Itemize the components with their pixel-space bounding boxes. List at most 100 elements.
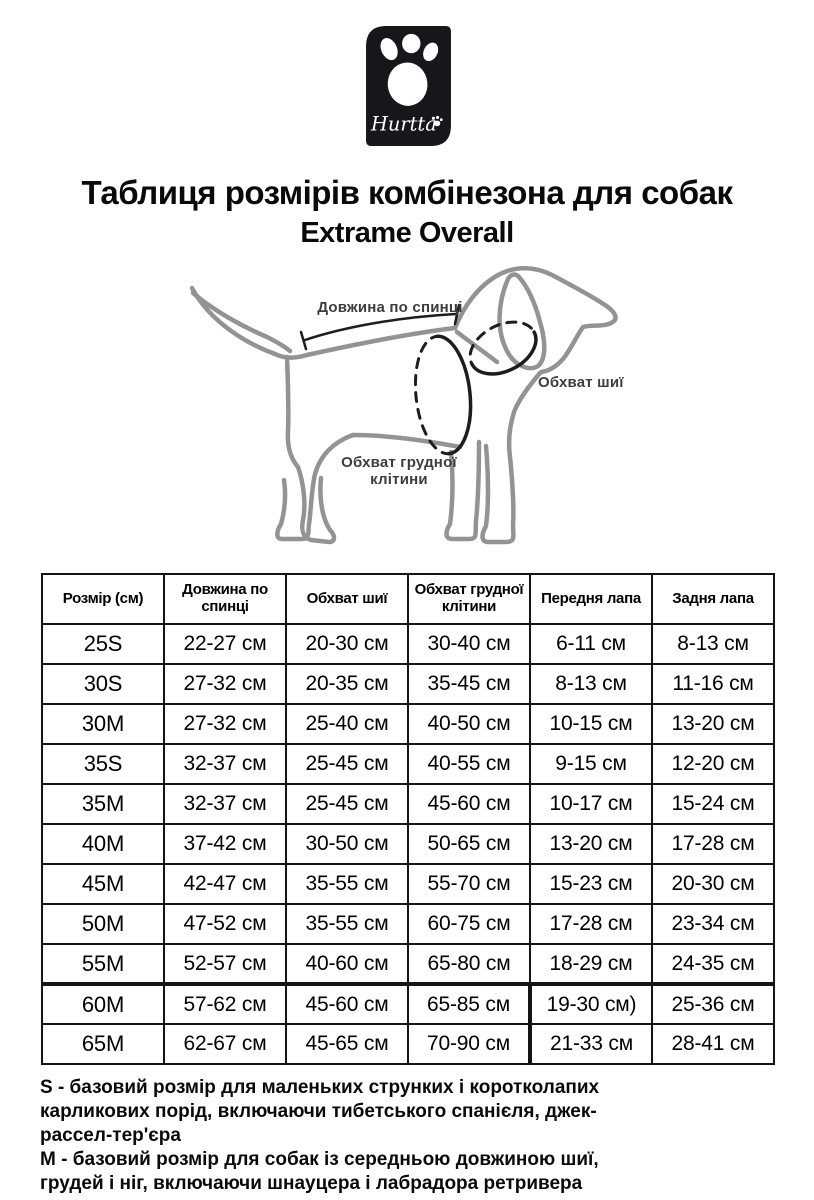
s-size-note: S - базовий розмір для маленьких струнки… xyxy=(40,1077,600,1146)
table-row: 65M 62-67 см 45-65 см 70-90 см 21-33 см 28-41… xyxy=(41,1023,775,1065)
table-cell: 8-13 см xyxy=(529,663,653,705)
table-cell: 65-80 см xyxy=(407,943,531,985)
table-cell: 30S xyxy=(41,663,165,705)
page-title: Таблиця розмірів комбінезона для собак xyxy=(81,174,733,211)
table-cell: 62-67 см xyxy=(163,1023,287,1065)
table-cell: 30-40 см xyxy=(407,623,531,665)
header-back-length: Довжина по спинці xyxy=(163,573,287,625)
table-cell: 25-45 см xyxy=(285,743,409,785)
table-row: 35S 32-37 см 25-45 см 40-55 см 9-15 см 12-20 … xyxy=(41,743,775,785)
table-cell: 25-45 см xyxy=(285,783,409,825)
table-cell: 25S xyxy=(41,623,165,665)
table-cell: 17-28 см xyxy=(529,903,653,945)
table-cell: 15-24 см xyxy=(651,783,775,825)
m-size-note: M - базовий розмір для собак із середньо… xyxy=(40,1148,599,1194)
table-cell: 50M xyxy=(41,903,165,945)
table-cell: 40M xyxy=(41,823,165,865)
logo-wordmark: Hurtta xyxy=(370,112,437,135)
table-cell: 35M xyxy=(41,783,165,825)
table-cell: 13-20 см xyxy=(651,703,775,745)
table-cell: 42-47 см xyxy=(163,863,287,905)
page-subtitle: Extrame Overall xyxy=(300,217,514,249)
table-cell: 60-75 см xyxy=(407,903,531,945)
table-row: 60M 57-62 см 45-60 см 65-85 см 19-30 см) 25-3… xyxy=(41,982,775,1025)
table-cell: 30-50 см xyxy=(285,823,409,865)
table-cell: 15-23 см xyxy=(529,863,653,905)
table-cell: 65M xyxy=(41,1023,165,1065)
header-neck-girth: Обхват шиї xyxy=(285,573,409,625)
header-size: Розмір (см) xyxy=(41,573,165,625)
table-cell: 50-65 см xyxy=(407,823,531,865)
hurtta-logo: Hurtta xyxy=(366,26,451,146)
table-row: 40M 37-42 см 30-50 см 50-65 см 13-20 см 17-28… xyxy=(41,823,775,865)
table-cell: 40-60 см xyxy=(285,943,409,985)
table-cell: 45M xyxy=(41,863,165,905)
back-length-label: Довжина по спинці xyxy=(317,299,463,316)
dog-outline-drawing xyxy=(189,266,618,545)
header-row: Розмір (см) Довжина по спинці Обхват шиї… xyxy=(41,573,775,625)
table-cell: 10-15 см xyxy=(529,703,653,745)
neck-girth-label: Обхват шиї xyxy=(538,374,624,391)
table-cell: 55M xyxy=(41,943,165,985)
size-notes: S - базовий розмір для маленьких струнки… xyxy=(40,1076,640,1196)
table-cell: 32-37 см xyxy=(163,783,287,825)
table-cell: 35-45 см xyxy=(407,663,531,705)
table-cell: 13-20 см xyxy=(529,823,653,865)
table-cell: 10-17 см xyxy=(529,783,653,825)
table-cell: 55-70 см xyxy=(407,863,531,905)
table-cell: 17-28 см xyxy=(651,823,775,865)
table-cell: 11-16 см xyxy=(651,663,775,705)
table-cell: 9-15 см xyxy=(529,743,653,785)
table-cell: 20-35 см xyxy=(285,663,409,705)
table-cell: 25-40 см xyxy=(285,703,409,745)
size-table: Розмір (см) Довжина по спинці Обхват шиї… xyxy=(41,573,775,1065)
table-cell: 27-32 см xyxy=(163,663,287,705)
table-cell: 24-35 см xyxy=(651,943,775,985)
table-cell: 70-90 см xyxy=(407,1023,531,1065)
table-row: 55M 52-57 см 40-60 см 65-80 см 18-29 см 24-35… xyxy=(41,943,775,985)
table-cell: 20-30 см xyxy=(651,863,775,905)
table-cell: 35-55 см xyxy=(285,863,409,905)
chest-girth-label: Обхват грудної клітини xyxy=(341,454,457,488)
table-cell: 45-60 см xyxy=(407,783,531,825)
table-cell: 60M xyxy=(41,982,165,1025)
table-row: 45M 42-47 см 35-55 см 55-70 см 15-23 см 20-30… xyxy=(41,863,775,905)
table-cell: 32-37 см xyxy=(163,743,287,785)
header-front-paw: Передня лапа xyxy=(529,573,653,625)
table-cell: 19-30 см) xyxy=(528,982,653,1025)
table-cell: 35-55 см xyxy=(285,903,409,945)
table-cell: 6-11 см xyxy=(529,623,653,665)
table-cell: 37-42 см xyxy=(163,823,287,865)
table-cell: 8-13 см xyxy=(651,623,775,665)
paw-print-icon xyxy=(380,33,439,106)
table-cell: 52-57 см xyxy=(163,943,287,985)
table-cell: 47-52 см xyxy=(163,903,287,945)
table-cell: 65-85 см xyxy=(407,982,531,1025)
table-cell: 30M xyxy=(41,703,165,745)
table-row: 25S 22-27 см 20-30 см 30-40 см 6-11 см 8-13 с… xyxy=(41,623,775,665)
table-cell: 20-30 см xyxy=(285,623,409,665)
size-table-body: 25S 22-27 см 20-30 см 30-40 см 6-11 см 8-13 с… xyxy=(41,623,775,1065)
table-cell: 22-27 см xyxy=(163,623,287,665)
table-cell: 21-33 см xyxy=(528,1023,653,1065)
table-cell: 28-41 см xyxy=(651,1023,775,1065)
hurtta-logo-graphic: Hurtta xyxy=(366,26,451,146)
table-cell: 12-20 см xyxy=(651,743,775,785)
table-row: 35M 32-37 см 25-45 см 45-60 см 10-17 см 15-24… xyxy=(41,783,775,825)
table-cell: 18-29 см xyxy=(529,943,653,985)
table-cell: 57-62 см xyxy=(163,982,287,1025)
size-table-header: Розмір (см) Довжина по спинці Обхват шиї… xyxy=(41,573,775,625)
table-cell: 27-32 см xyxy=(163,703,287,745)
logo-mini-paw-icon xyxy=(431,115,443,127)
table-cell: 45-65 см xyxy=(285,1023,409,1065)
table-cell: 25-36 см xyxy=(651,982,775,1025)
table-cell: 40-55 см xyxy=(407,743,531,785)
table-cell: 35S xyxy=(41,743,165,785)
table-cell: 40-50 см xyxy=(407,703,531,745)
header-hind-paw: Задня лапа xyxy=(651,573,775,625)
table-cell: 23-34 см xyxy=(651,903,775,945)
header-chest-girth: Обхват грудної клітини xyxy=(407,573,531,625)
table-row: 30M 27-32 см 25-40 см 40-50 см 10-15 см 13-20… xyxy=(41,703,775,745)
dog-measurement-diagram: Довжина по спинці Обхват шиї Обхват груд… xyxy=(167,258,647,568)
